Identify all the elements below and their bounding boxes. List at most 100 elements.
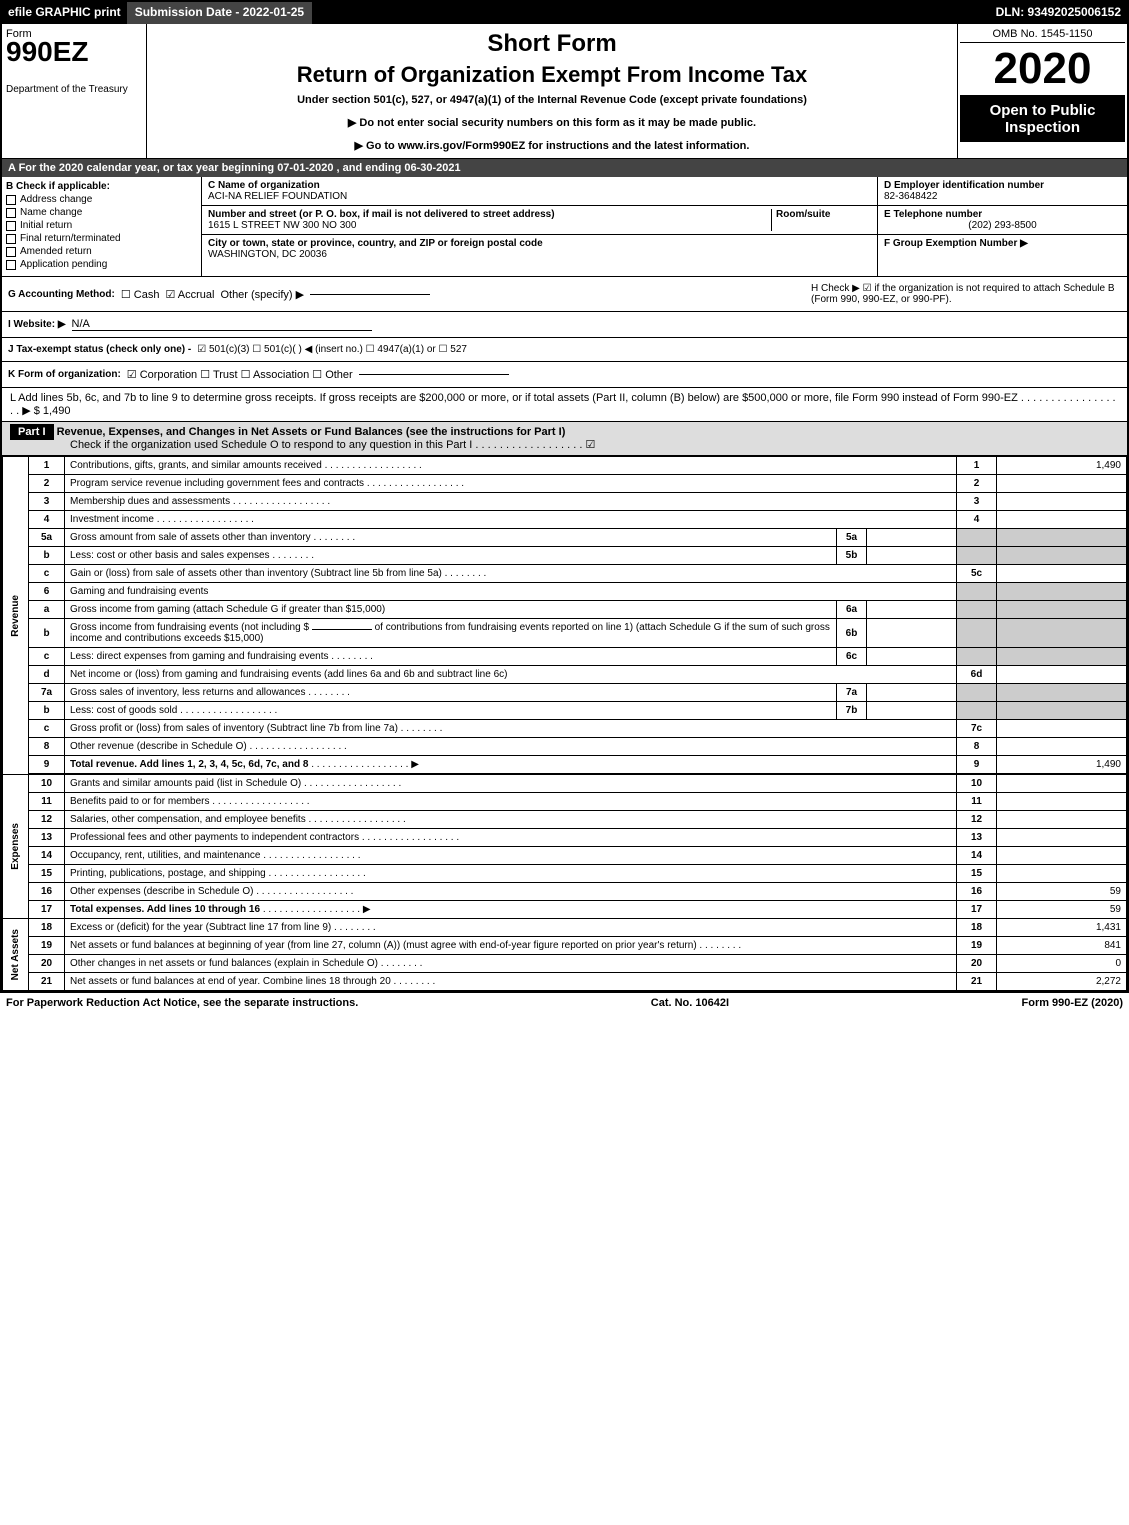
line-5a: 5a Gross amount from sale of assets othe… (3, 529, 1127, 547)
chk-application-pending[interactable]: Application pending (6, 259, 197, 270)
sub-ref: 7b (837, 702, 867, 720)
ref-num: 8 (957, 738, 997, 756)
ref-num: 9 (957, 756, 997, 774)
line-5b: b Less: cost or other basis and sales ex… (3, 547, 1127, 565)
line-num: c (29, 648, 65, 666)
line-7a: 7a Gross sales of inventory, less return… (3, 684, 1127, 702)
chk-label: Application pending (20, 259, 107, 270)
goto-instruction: ▶ Go to www.irs.gov/Form990EZ for instru… (153, 139, 951, 152)
j-label: J Tax-exempt status (check only one) - (8, 344, 191, 355)
line-num: 10 (29, 775, 65, 793)
sub-val (867, 702, 957, 720)
line-desc: Gross income from gaming (attach Schedul… (65, 601, 837, 619)
g-label: G Accounting Method: (8, 289, 115, 300)
line-num: 8 (29, 738, 65, 756)
l-amount: ▶ $ 1,490 (22, 405, 70, 417)
shaded-cell (957, 601, 997, 619)
g-other[interactable]: Other (specify) ▶ (220, 288, 304, 301)
line-20: 20 Other changes in net assets or fund b… (3, 955, 1127, 973)
sub-val (867, 601, 957, 619)
ref-num: 2 (957, 475, 997, 493)
shaded-cell (957, 648, 997, 666)
g-accrual[interactable]: ☑ Accrual (165, 288, 214, 301)
revenue-expenses-table: Revenue 1 Contributions, gifts, grants, … (2, 456, 1127, 991)
form-990ez: efile GRAPHIC print Submission Date - 20… (0, 0, 1129, 993)
chk-final-return[interactable]: Final return/terminated (6, 233, 197, 244)
line-value (997, 666, 1127, 684)
line-num: 20 (29, 955, 65, 973)
line-9: 9 Total revenue. Add lines 1, 2, 3, 4, 5… (3, 756, 1127, 774)
sub-val (867, 648, 957, 666)
sub-val (867, 529, 957, 547)
sub-ref: 6a (837, 601, 867, 619)
chk-address-change[interactable]: Address change (6, 194, 197, 205)
chk-amended-return[interactable]: Amended return (6, 246, 197, 257)
ref-num: 10 (957, 775, 997, 793)
ref-num: 19 (957, 937, 997, 955)
line-desc: Gross amount from sale of assets other t… (70, 532, 311, 543)
line-desc: Net assets or fund balances at beginning… (70, 940, 697, 951)
line-8: 8 Other revenue (describe in Schedule O)… (3, 738, 1127, 756)
b-header: B Check if applicable: (6, 181, 197, 192)
line-num: 9 (29, 756, 65, 774)
netassets-side-label: Net Assets (8, 925, 23, 984)
line-15: 15 Printing, publications, postage, and … (3, 865, 1127, 883)
dots (475, 439, 582, 451)
line-num: 15 (29, 865, 65, 883)
line-num: 12 (29, 811, 65, 829)
line-12: 12 Salaries, other compensation, and emp… (3, 811, 1127, 829)
line-value: 59 (997, 883, 1127, 901)
g-cash[interactable]: ☐ Cash (121, 288, 160, 301)
chk-name-change[interactable]: Name change (6, 207, 197, 218)
chk-initial-return[interactable]: Initial return (6, 220, 197, 231)
f-group-label: F Group Exemption Number ▶ (884, 238, 1121, 249)
part-1-checkbox[interactable]: ☑ (585, 439, 595, 451)
line-value (997, 793, 1127, 811)
j-options[interactable]: ☑ 501(c)(3) ☐ 501(c)( ) ◀ (insert no.) ☐… (197, 344, 467, 355)
line-num: 3 (29, 493, 65, 511)
l-text: L Add lines 5b, 6c, and 7b to line 9 to … (10, 392, 1018, 404)
ref-num: 12 (957, 811, 997, 829)
checkbox-icon (6, 195, 16, 205)
ref-num: 1 (957, 457, 997, 475)
row-l-gross-receipts: L Add lines 5b, 6c, and 7b to line 9 to … (2, 388, 1127, 422)
line-num: 18 (29, 919, 65, 937)
sub-val (867, 547, 957, 565)
line-num: c (29, 565, 65, 583)
line-11: 11 Benefits paid to or for members 11 (3, 793, 1127, 811)
row-k-form-org: K Form of organization: ☑ Corporation ☐ … (2, 362, 1127, 388)
dln: DLN: 93492025006152 (990, 2, 1127, 24)
checkbox-icon (6, 234, 16, 244)
sub-ref: 6b (837, 619, 867, 648)
shaded-cell (957, 619, 997, 648)
shaded-cell (957, 529, 997, 547)
ref-num: 6d (957, 666, 997, 684)
line-value: 841 (997, 937, 1127, 955)
e-phone-label: E Telephone number (884, 209, 1121, 220)
line-num: 13 (29, 829, 65, 847)
part-1-title: Revenue, Expenses, and Changes in Net As… (57, 426, 566, 438)
line-6: 6 Gaming and fundraising events (3, 583, 1127, 601)
website-value: N/A (72, 318, 372, 331)
line-desc: Gross sales of inventory, less returns a… (70, 687, 305, 698)
line-num: b (29, 547, 65, 565)
line-value (997, 720, 1127, 738)
k-options[interactable]: ☑ Corporation ☐ Trust ☐ Association ☐ Ot… (127, 368, 353, 381)
line-value (997, 511, 1127, 529)
shaded-cell (957, 547, 997, 565)
ein-value: 82-3648422 (884, 191, 1121, 202)
omb-number: OMB No. 1545-1150 (960, 26, 1125, 43)
line-num: 2 (29, 475, 65, 493)
chk-label: Initial return (20, 220, 72, 231)
line-10: Expenses 10 Grants and similar amounts p… (3, 775, 1127, 793)
d-ein-label: D Employer identification number (884, 180, 1121, 191)
line-7b: b Less: cost of goods sold 7b (3, 702, 1127, 720)
org-city: WASHINGTON, DC 20036 (208, 249, 871, 260)
shaded-cell (997, 684, 1127, 702)
line-desc: Program service revenue including govern… (70, 478, 364, 489)
line-desc: Benefits paid to or for members (70, 796, 210, 807)
line-desc: Less: cost or other basis and sales expe… (70, 550, 270, 561)
line-num: 19 (29, 937, 65, 955)
c-street-label: Number and street (or P. O. box, if mail… (208, 209, 771, 220)
line-6b: b Gross income from fundraising events (… (3, 619, 1127, 648)
